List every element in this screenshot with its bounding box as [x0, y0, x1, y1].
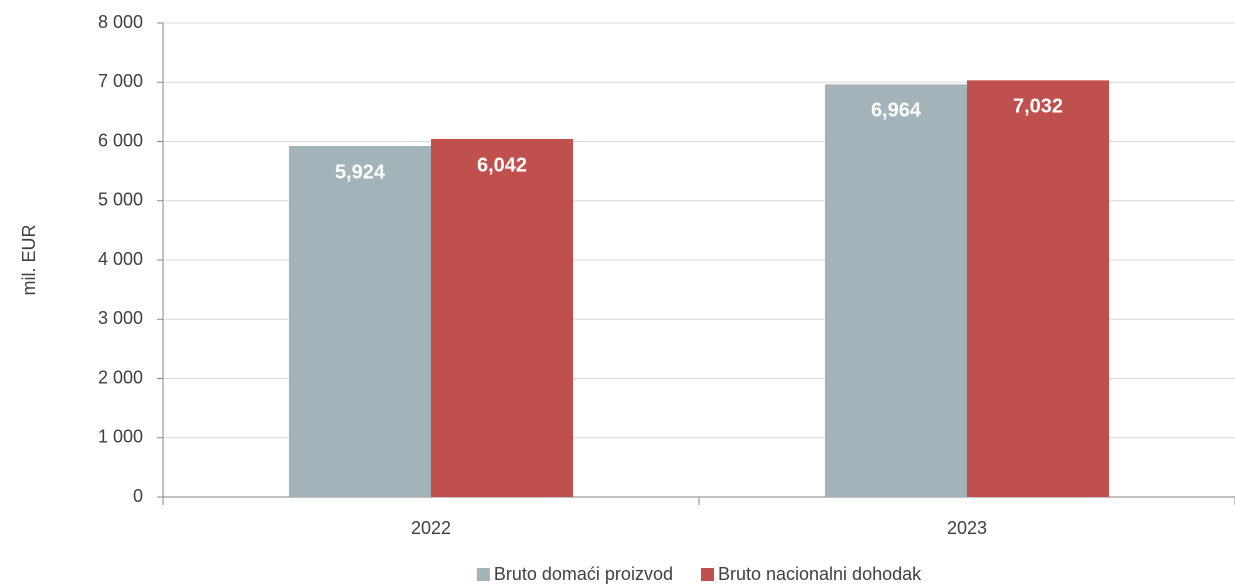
legend-label: Bruto nacionalni dohodak — [718, 564, 922, 584]
y-tick-label: 6 000 — [98, 130, 143, 150]
x-tick-label: 2022 — [411, 518, 451, 538]
y-tick-label: 3 000 — [98, 308, 143, 328]
value-label: 5,924 — [335, 161, 386, 183]
legend-label: Bruto domaći proizvod — [494, 564, 673, 584]
x-tick-label: 2023 — [947, 518, 987, 538]
value-label: 7,032 — [1013, 96, 1063, 118]
y-tick-label: 4 000 — [98, 249, 143, 269]
legend: Bruto domaći proizvod Bruto nacionalni do… — [476, 564, 922, 584]
y-tick-label: 5 000 — [98, 190, 143, 210]
value-label: 6,964 — [871, 100, 922, 122]
bar — [288, 146, 431, 498]
y-tick-label: 2 000 — [98, 367, 143, 387]
legend-swatch — [700, 568, 714, 581]
value-label: 6,042 — [477, 154, 527, 176]
bar — [431, 139, 574, 497]
y-axis-label: mil. EUR — [19, 225, 39, 296]
legend-swatch — [476, 568, 490, 581]
y-tick-label: 8 000 — [98, 12, 143, 32]
bar — [967, 80, 1110, 497]
y-tick-label: 0 — [133, 486, 143, 506]
y-tick-label: 1 000 — [98, 427, 143, 447]
bar — [824, 84, 967, 498]
y-tick-label: 7 000 — [98, 71, 143, 91]
